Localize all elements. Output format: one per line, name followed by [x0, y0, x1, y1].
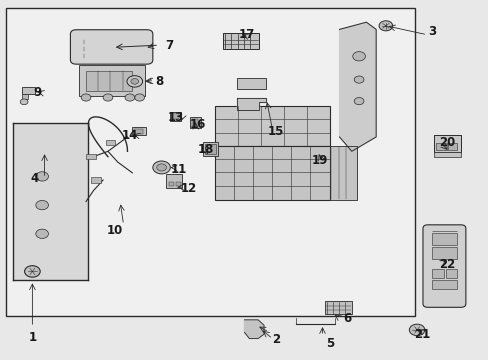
Bar [222, 33, 259, 49]
Text: 21: 21 [413, 328, 430, 341]
Bar [169, 182, 174, 186]
Text: 18: 18 [197, 143, 213, 156]
Text: 11: 11 [170, 163, 186, 176]
FancyBboxPatch shape [422, 225, 465, 307]
Bar [79, 65, 144, 96]
Bar [191, 120, 198, 126]
Bar [21, 94, 27, 99]
Text: 5: 5 [325, 337, 333, 350]
Bar [5, 8, 414, 316]
Text: 9: 9 [33, 86, 41, 99]
Bar [166, 174, 182, 188]
Bar [203, 142, 217, 156]
Bar [237, 78, 266, 89]
Text: 14: 14 [122, 129, 138, 142]
Bar [433, 135, 460, 152]
Circle shape [135, 94, 144, 101]
Bar [91, 177, 101, 183]
Circle shape [36, 229, 48, 238]
Text: 4: 4 [31, 172, 39, 185]
Text: 2: 2 [272, 333, 280, 346]
Circle shape [103, 94, 113, 101]
Bar [431, 247, 456, 259]
Text: 19: 19 [311, 154, 327, 167]
Circle shape [153, 161, 170, 174]
Circle shape [20, 99, 28, 105]
Polygon shape [244, 320, 264, 338]
Bar [431, 233, 456, 244]
Circle shape [36, 172, 48, 181]
Bar [445, 269, 456, 278]
Circle shape [131, 78, 139, 84]
Bar [86, 154, 96, 159]
Text: 20: 20 [438, 136, 454, 149]
Bar [189, 117, 200, 128]
Bar [134, 129, 143, 134]
Circle shape [24, 266, 40, 277]
Bar [329, 146, 356, 200]
Bar [447, 143, 456, 150]
Bar [204, 144, 215, 154]
Polygon shape [339, 22, 375, 151]
Text: 8: 8 [155, 75, 163, 88]
Circle shape [127, 76, 142, 87]
Circle shape [353, 98, 363, 105]
Text: 10: 10 [107, 224, 123, 237]
Bar [132, 127, 146, 135]
Text: 22: 22 [438, 258, 454, 271]
Bar [86, 71, 132, 91]
Circle shape [157, 164, 166, 171]
Circle shape [125, 94, 135, 101]
Text: 12: 12 [180, 183, 196, 195]
Bar [170, 112, 181, 121]
Bar [435, 143, 446, 150]
Bar [215, 146, 329, 200]
Polygon shape [237, 98, 266, 110]
Text: 7: 7 [164, 39, 173, 52]
Text: 16: 16 [190, 118, 206, 131]
Bar [105, 140, 115, 145]
FancyBboxPatch shape [70, 30, 153, 64]
Text: 15: 15 [267, 125, 284, 138]
Circle shape [81, 94, 91, 101]
Bar [13, 123, 88, 280]
Circle shape [408, 324, 424, 336]
Circle shape [36, 201, 48, 210]
Text: 13: 13 [168, 111, 184, 124]
Bar [172, 113, 178, 120]
Text: 17: 17 [238, 28, 255, 41]
Text: 1: 1 [28, 331, 37, 344]
Text: 3: 3 [427, 25, 435, 38]
Bar [325, 301, 351, 315]
Bar [431, 269, 443, 278]
Bar [175, 182, 180, 186]
Circle shape [378, 21, 392, 31]
Bar [431, 280, 456, 289]
Text: 6: 6 [342, 311, 350, 325]
Bar [433, 152, 460, 157]
Circle shape [352, 51, 365, 61]
Bar [21, 87, 35, 94]
Bar [215, 107, 329, 146]
Circle shape [353, 76, 363, 83]
